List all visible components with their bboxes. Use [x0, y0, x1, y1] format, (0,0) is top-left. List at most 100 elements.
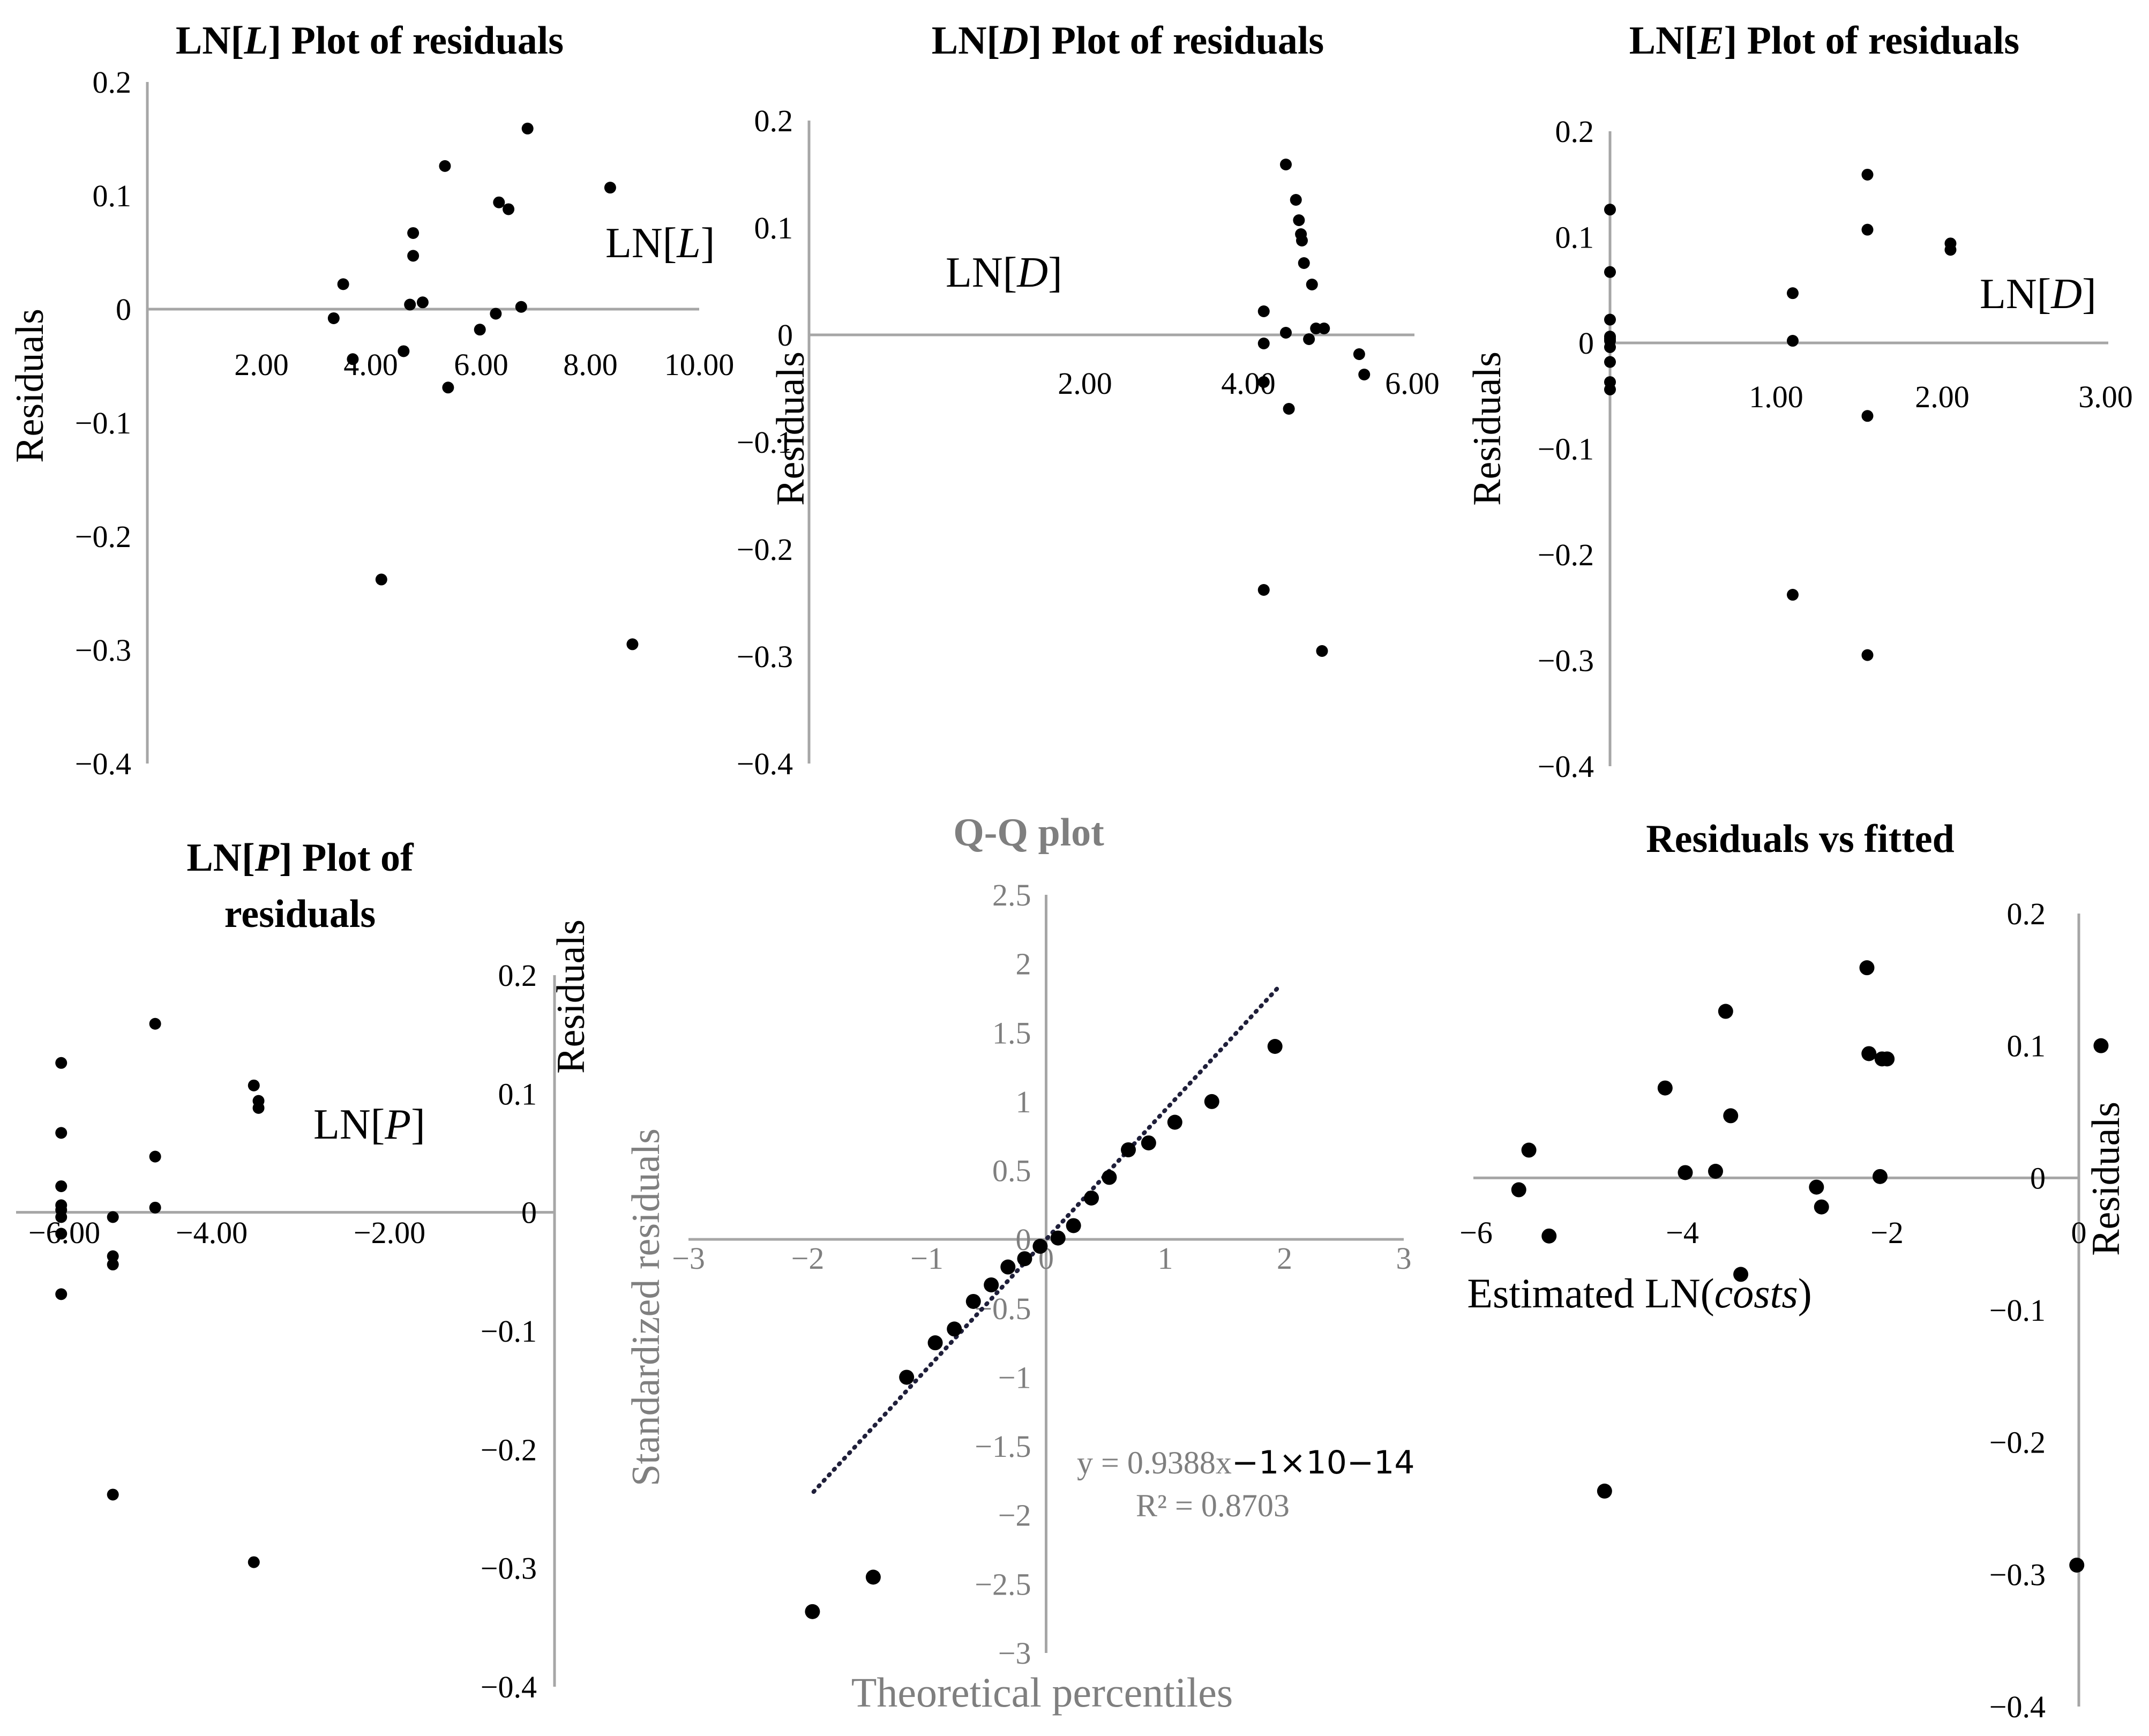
- data-point: [248, 1556, 260, 1568]
- data-point: [1306, 279, 1318, 290]
- y-tick-label: 0.1: [2007, 1029, 2046, 1064]
- x-tick-label: 3: [1396, 1241, 1412, 1276]
- data-point: [407, 250, 420, 262]
- data-point: [55, 1228, 68, 1240]
- data-point: [965, 1293, 981, 1309]
- y-tick-label: −0.1: [1989, 1293, 2046, 1328]
- y-tick-label: 0.2: [1555, 114, 1594, 149]
- y-tick-label: 0.5: [992, 1154, 1031, 1188]
- y-tick-label: −0.2: [481, 1432, 537, 1467]
- y-tick-label: 0: [777, 318, 793, 353]
- data-point: [398, 345, 410, 357]
- x-axis-label: Estimated LN(costs): [1467, 1270, 1811, 1316]
- data-point: [947, 1321, 962, 1337]
- x-ticks: −6.00−4.00−2.00: [28, 1215, 425, 1250]
- chart-title: LN[D] Plot of residuals: [932, 19, 1324, 63]
- data-point: [1267, 1039, 1283, 1054]
- data-point: [1723, 1108, 1739, 1124]
- data-point: [1017, 1251, 1032, 1267]
- data-point: [1861, 1046, 1877, 1061]
- data-point: [865, 1569, 881, 1585]
- data-point: [1296, 235, 1308, 246]
- data-point: [149, 1201, 161, 1214]
- y-tick-label: −0.2: [1538, 537, 1594, 572]
- data-point: [1303, 333, 1315, 345]
- data-points: [327, 122, 639, 650]
- data-point: [493, 196, 505, 208]
- y-ticks: 2.521.510.50−0.5−1−1.5−2−2.5−3: [975, 878, 1031, 1671]
- y-tick-label: 0.1: [1555, 220, 1594, 255]
- data-point: [1541, 1228, 1557, 1244]
- y-tick-label: −0.4: [75, 746, 131, 781]
- trendline: [811, 982, 1283, 1494]
- y-tick-label: 0.1: [754, 211, 793, 245]
- data-point: [1316, 645, 1328, 657]
- data-point: [1257, 376, 1270, 388]
- data-point: [1708, 1164, 1723, 1179]
- data-point: [1604, 266, 1616, 278]
- data-point: [1298, 257, 1310, 269]
- x-ticks: 1.00 2.00 3.00: [1749, 379, 2133, 414]
- panel-residuals-vs-fitted: Residuals vs fitted Residuals Estimated …: [1459, 817, 2128, 1724]
- data-point: [2069, 1558, 2085, 1573]
- data-point: [927, 1335, 943, 1351]
- data-points: [1511, 960, 2109, 1573]
- data-point: [55, 1288, 68, 1300]
- axes: [146, 82, 699, 764]
- data-point: [1604, 313, 1616, 326]
- x-ticks: −6 −4 −2 0: [1459, 1215, 2086, 1250]
- data-point: [1859, 960, 1875, 976]
- data-point: [1657, 1080, 1673, 1096]
- data-point: [1718, 1004, 1733, 1019]
- data-point: [1353, 348, 1365, 360]
- y-ticks: 0.2 0.1 0 −0.1 −0.2 −0.3 −0.4: [1989, 896, 2046, 1724]
- y-ticks: 0.2 0.1 0 −0.1 −0.2 −0.3 −0.4: [737, 103, 793, 781]
- data-point: [407, 227, 420, 239]
- y-tick-label: −0.3: [481, 1551, 537, 1586]
- data-point: [1358, 369, 1371, 380]
- data-point: [1861, 649, 1874, 661]
- data-point: [442, 381, 454, 394]
- data-point: [474, 324, 486, 336]
- y-tick-label: 0: [116, 292, 131, 327]
- y-tick-label: 1.5: [992, 1015, 1031, 1050]
- data-point: [327, 312, 340, 324]
- data-point: [1604, 383, 1616, 395]
- x-tick-label: 3.00: [2078, 379, 2133, 414]
- x-tick-label: −4.00: [176, 1215, 248, 1250]
- y-tick-label: 0.1: [93, 178, 132, 213]
- x-tick-label: 2.00: [234, 347, 289, 382]
- data-point: [626, 638, 639, 650]
- y-tick-label: 0.1: [498, 1076, 537, 1111]
- x-tick-label: 2.00: [1915, 379, 1970, 414]
- series-label: LN[L]: [605, 220, 715, 267]
- y-tick-label: −0.1: [481, 1314, 537, 1349]
- x-tick-label: −2: [791, 1241, 825, 1276]
- data-point: [1066, 1218, 1081, 1233]
- data-point: [1283, 403, 1295, 415]
- data-point: [1861, 223, 1874, 236]
- x-tick-label: 6.00: [454, 347, 508, 382]
- y-tick-label: −0.2: [737, 532, 793, 567]
- data-point: [404, 298, 416, 311]
- y-tick-label: 2.5: [992, 878, 1031, 912]
- data-point: [521, 122, 534, 134]
- data-point: [149, 1150, 161, 1163]
- data-point: [1872, 1169, 1888, 1184]
- y-ticks: 0.2 0.1 0 −0.1 −0.2 −0.3 −0.4: [481, 958, 537, 1704]
- y-tick-label: −2: [998, 1498, 1031, 1533]
- series-label: LN[D]: [1980, 271, 2096, 318]
- x-tick-label: 10.00: [664, 347, 735, 382]
- x-tick-label: 1: [1158, 1241, 1173, 1276]
- data-point: [1257, 584, 1270, 596]
- y-tick-label: 0: [521, 1195, 537, 1230]
- data-point: [439, 160, 451, 172]
- data-point: [337, 278, 349, 290]
- data-point: [55, 1127, 68, 1139]
- data-point: [2093, 1038, 2109, 1053]
- x-ticks: 2.00 4.00 6.00: [1058, 366, 1440, 401]
- data-point: [1084, 1191, 1099, 1206]
- series-label: LN[D]: [946, 249, 1062, 296]
- data-point: [1597, 1483, 1612, 1499]
